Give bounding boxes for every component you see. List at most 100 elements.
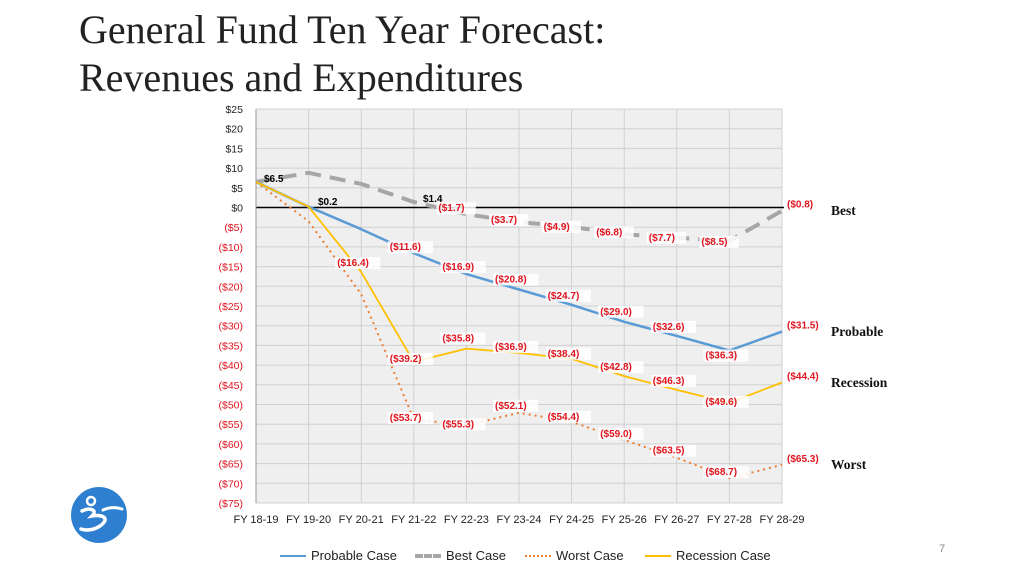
y-tick-label: ($55) bbox=[218, 419, 243, 431]
y-tick-label: ($50) bbox=[218, 400, 243, 412]
y-axis: $25 $20 $15 $10 $5 $0 ($5) ($10) ($15) ($20) ($25)… bbox=[218, 104, 257, 510]
legend-label-best: Best Case bbox=[446, 548, 506, 563]
series-line-probable bbox=[255, 180, 783, 352]
data-label-bg bbox=[703, 349, 749, 362]
x-tick-label: FY 20-21 bbox=[339, 514, 384, 526]
data-label-bg bbox=[493, 273, 539, 286]
x-tick-label: FY 22-23 bbox=[444, 514, 489, 526]
data-label-bg bbox=[785, 319, 831, 332]
slide-title-line-1: General Fund Ten Year Forecast: bbox=[79, 7, 606, 52]
data-label-bg bbox=[703, 395, 749, 408]
data-label: ($53.7) bbox=[390, 413, 422, 424]
data-label-bg bbox=[440, 418, 486, 431]
data-label: ($6.8) bbox=[596, 227, 622, 238]
y-tick-label: ($75) bbox=[218, 498, 243, 510]
data-label: ($35.8) bbox=[442, 334, 474, 345]
legend-label-probable: Probable Case bbox=[311, 548, 397, 563]
data-label: $1.4 bbox=[423, 194, 443, 205]
data-label: ($1.7) bbox=[438, 203, 464, 214]
data-label-bg bbox=[594, 226, 634, 239]
data-label-bg bbox=[440, 261, 486, 274]
series-end-label-best: Best bbox=[831, 203, 856, 218]
data-label: ($8.5) bbox=[701, 237, 727, 248]
data-label: ($52.1) bbox=[495, 401, 527, 412]
legend-swatch-worst bbox=[525, 551, 551, 561]
x-tick-label: FY 25-26 bbox=[602, 514, 647, 526]
data-label-bg bbox=[785, 198, 825, 211]
data-label-bg bbox=[703, 466, 749, 479]
chart-grid bbox=[255, 108, 784, 504]
data-label: ($24.7) bbox=[548, 291, 580, 302]
data-label: ($3.7) bbox=[491, 215, 517, 226]
data-label: ($36.9) bbox=[495, 342, 527, 353]
legend-label-recession: Recession Case bbox=[676, 548, 771, 563]
data-label: ($39.2) bbox=[390, 354, 422, 365]
data-label-bg bbox=[335, 257, 381, 270]
legend-swatch-best bbox=[415, 551, 441, 561]
series-end-label-worst: Worst bbox=[831, 457, 867, 472]
data-label-bg bbox=[436, 202, 476, 215]
x-tick-label: FY 24-25 bbox=[549, 514, 594, 526]
data-label-bg bbox=[541, 220, 581, 233]
legend-item-worst: Worst Case bbox=[525, 548, 624, 563]
data-label-bg bbox=[387, 412, 434, 425]
x-tick-label: FY 23-24 bbox=[496, 514, 541, 526]
y-tick-label: $0 bbox=[231, 203, 243, 215]
series-end-label-recession: Recession bbox=[831, 375, 888, 390]
series-end-labels: Probable Best Worst Recession bbox=[831, 203, 888, 472]
y-tick-label: ($65) bbox=[218, 459, 243, 471]
slide-title: General Fund Ten Year Forecast: Revenues… bbox=[79, 6, 879, 102]
y-tick-label: ($40) bbox=[218, 360, 243, 372]
data-label: ($0.8) bbox=[787, 200, 813, 211]
y-tick-label: ($20) bbox=[218, 281, 243, 293]
data-label-bg bbox=[650, 374, 697, 387]
y-tick-label: $10 bbox=[225, 163, 243, 175]
data-label: ($11.6) bbox=[390, 242, 421, 253]
legend-item-probable: Probable Case bbox=[280, 548, 397, 563]
data-label: ($55.3) bbox=[442, 419, 474, 430]
data-label-bg bbox=[387, 352, 434, 365]
data-label-bg bbox=[598, 305, 644, 318]
data-label-bg bbox=[545, 289, 591, 302]
chart-legend: Probable Case Best Case Worst Case Reces… bbox=[250, 548, 810, 566]
data-label: ($46.3) bbox=[653, 376, 685, 387]
data-label: ($16.9) bbox=[442, 262, 474, 273]
y-tick-label: ($60) bbox=[218, 439, 243, 451]
data-label-bg bbox=[785, 370, 831, 383]
y-tick-label: ($45) bbox=[218, 380, 243, 392]
data-label: $0.2 bbox=[318, 197, 338, 208]
data-label: ($49.6) bbox=[705, 397, 737, 408]
x-tick-label: FY 18-19 bbox=[233, 514, 278, 526]
y-tick-label: ($5) bbox=[224, 222, 243, 234]
y-tick-label: ($35) bbox=[218, 340, 243, 352]
data-label-bg bbox=[440, 332, 486, 345]
x-tick-label: FY 26-27 bbox=[654, 514, 699, 526]
data-label-bg bbox=[489, 214, 529, 227]
legend-swatch-probable bbox=[280, 551, 306, 561]
x-tick-label: FY 21-22 bbox=[391, 514, 436, 526]
data-label: ($63.5) bbox=[653, 446, 685, 457]
data-label: ($59.0) bbox=[600, 429, 632, 440]
y-tick-label: ($70) bbox=[218, 478, 243, 490]
y-tick-label: $25 bbox=[225, 104, 243, 116]
data-label-bg bbox=[598, 361, 644, 374]
data-label: ($31.5) bbox=[787, 321, 819, 332]
y-tick-label: ($30) bbox=[218, 321, 243, 333]
data-label: ($36.3) bbox=[705, 351, 737, 362]
data-label: ($29.0) bbox=[600, 307, 632, 318]
data-label-bg bbox=[545, 347, 591, 360]
series-end-label-probable: Probable bbox=[831, 324, 883, 339]
data-label-bg bbox=[493, 340, 539, 353]
data-label-bg bbox=[598, 427, 644, 440]
data-label-bg bbox=[387, 241, 434, 254]
data-label: ($20.8) bbox=[495, 274, 527, 285]
data-label: ($38.4) bbox=[548, 349, 580, 360]
data-label: ($42.8) bbox=[600, 362, 632, 373]
legend-item-recession: Recession Case bbox=[645, 548, 771, 563]
data-label-bg bbox=[699, 235, 739, 248]
data-label: ($44.4) bbox=[787, 371, 819, 382]
data-label-bg bbox=[650, 444, 697, 457]
data-labels: $6.5 $0.2 $1.4($1.7) ($3.7) ($4.9) ($6.8) ($7.… bbox=[264, 174, 831, 479]
series-line-best bbox=[255, 170, 783, 243]
